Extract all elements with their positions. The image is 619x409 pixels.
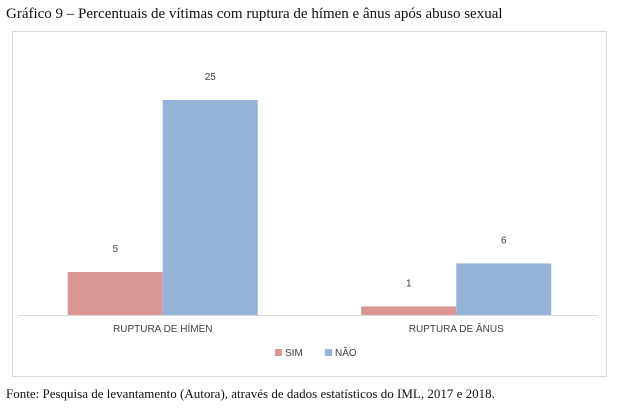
data-label-sim-ruptura-de-anus: 1 bbox=[406, 278, 412, 289]
bar-nao-ruptura-de-anus bbox=[456, 263, 552, 315]
chart-frame: 5 25 RUPTURA DE HÍMEN 1 6 RUPTURA DE ÂNUS SIM N… bbox=[12, 31, 607, 377]
category-label-ruptura-de-himen: RUPTURA DE HÍMEN bbox=[113, 322, 212, 335]
bar-chart: 5 25 RUPTURA DE HÍMEN 1 6 RUPTURA DE ÂNUS SIM N… bbox=[18, 72, 598, 359]
figure-source: Fonte: Pesquisa de levantamento (Autora)… bbox=[6, 386, 495, 401]
legend-swatch-sim bbox=[275, 349, 282, 356]
legend-label-nao: NÃO bbox=[335, 346, 357, 359]
bar-sim-ruptura-de-himen bbox=[67, 272, 163, 315]
bar-sim-ruptura-de-anus bbox=[361, 306, 457, 315]
bar-nao-ruptura-de-himen bbox=[162, 100, 258, 315]
data-label-nao-ruptura-de-anus: 6 bbox=[501, 235, 507, 246]
legend-swatch-nao bbox=[325, 349, 332, 356]
data-label-nao-ruptura-de-himen: 25 bbox=[205, 72, 217, 83]
data-label-sim-ruptura-de-himen: 5 bbox=[112, 244, 118, 255]
figure-caption: Gráfico 9 – Percentuais de vítimas com r… bbox=[6, 6, 503, 22]
legend-label-sim: SIM bbox=[285, 348, 303, 359]
category-label-ruptura-de-anus: RUPTURA DE ÂNUS bbox=[409, 322, 504, 335]
